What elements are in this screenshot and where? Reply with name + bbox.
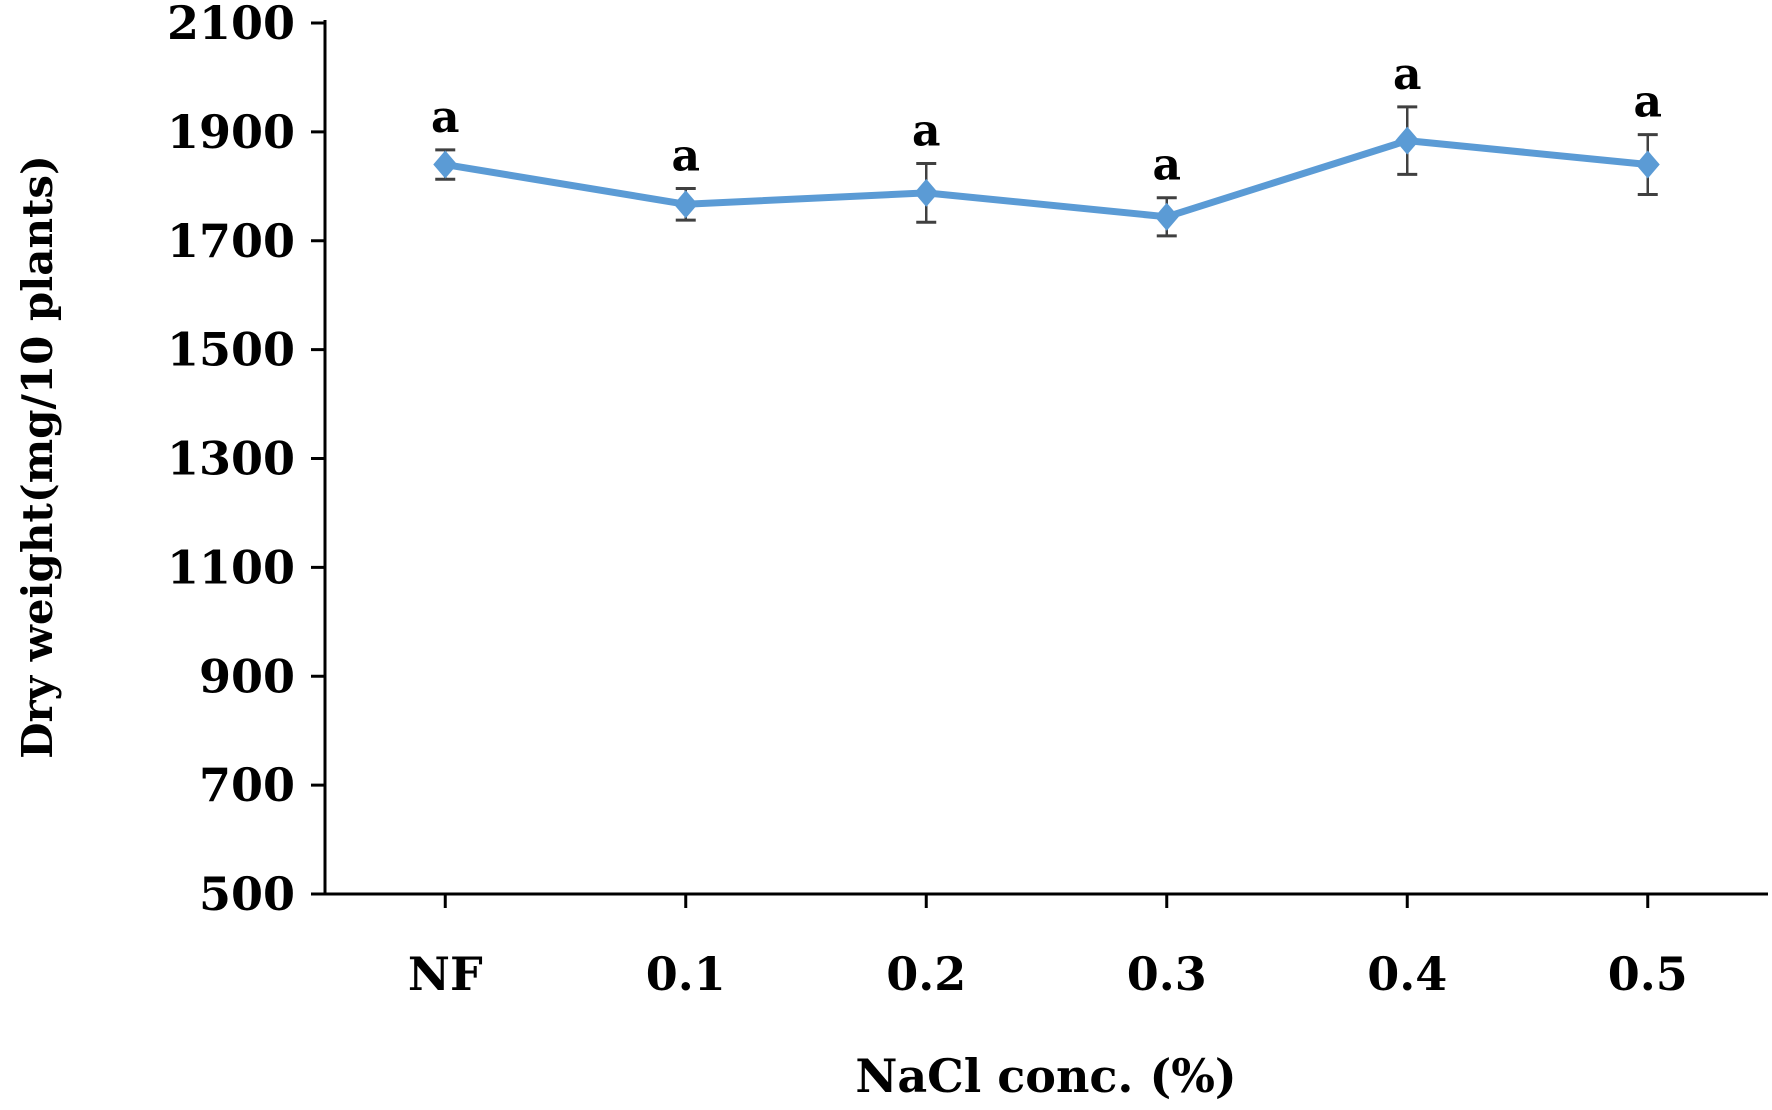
x-axis-ticks: NF 0.1 0.2 0.3 0.4 0.5	[408, 894, 1688, 1001]
y-tick-label: 1900	[167, 105, 295, 159]
y-tick-label: 1100	[167, 540, 295, 594]
significance-labels: a a a a a a	[431, 49, 1662, 191]
x-tick-label: 0.5	[1608, 947, 1688, 1001]
y-tick-label: 900	[199, 649, 295, 703]
y-tick-label: 500	[199, 867, 295, 921]
x-tick-label: 0.2	[886, 947, 966, 1001]
series-markers	[433, 126, 1660, 231]
y-tick-label: 1500	[167, 323, 295, 377]
significance-label: a	[912, 105, 941, 156]
data-point-marker	[1395, 126, 1420, 155]
y-tick-label: 1300	[167, 432, 295, 486]
data-point-marker	[914, 178, 939, 207]
significance-label: a	[1633, 77, 1662, 128]
data-point-marker	[433, 150, 458, 179]
x-axis-title: NaCl conc. (%)	[855, 1049, 1236, 1103]
error-bars	[435, 105, 1658, 238]
y-tick-label: 2100	[167, 0, 295, 50]
series-line	[444, 137, 1649, 221]
x-tick-label: NF	[408, 947, 483, 1001]
significance-label: a	[1393, 49, 1422, 100]
significance-label: a	[1152, 140, 1181, 191]
significance-label: a	[431, 92, 460, 143]
y-axis-title: Dry weight(mg/10 plants)	[13, 155, 62, 759]
data-point-marker	[1635, 150, 1660, 179]
significance-label: a	[671, 130, 700, 181]
y-tick-label: 1700	[167, 214, 295, 268]
x-tick-label: 0.1	[646, 947, 726, 1001]
y-axis-ticks: 500 700 900 1100 1300 1500 1700 1900 2100	[167, 0, 325, 921]
x-tick-label: 0.3	[1127, 947, 1207, 1001]
data-point-marker	[1154, 202, 1179, 231]
x-tick-label: 0.4	[1367, 947, 1447, 1001]
y-tick-label: 700	[199, 758, 295, 812]
data-point-marker	[673, 190, 698, 219]
